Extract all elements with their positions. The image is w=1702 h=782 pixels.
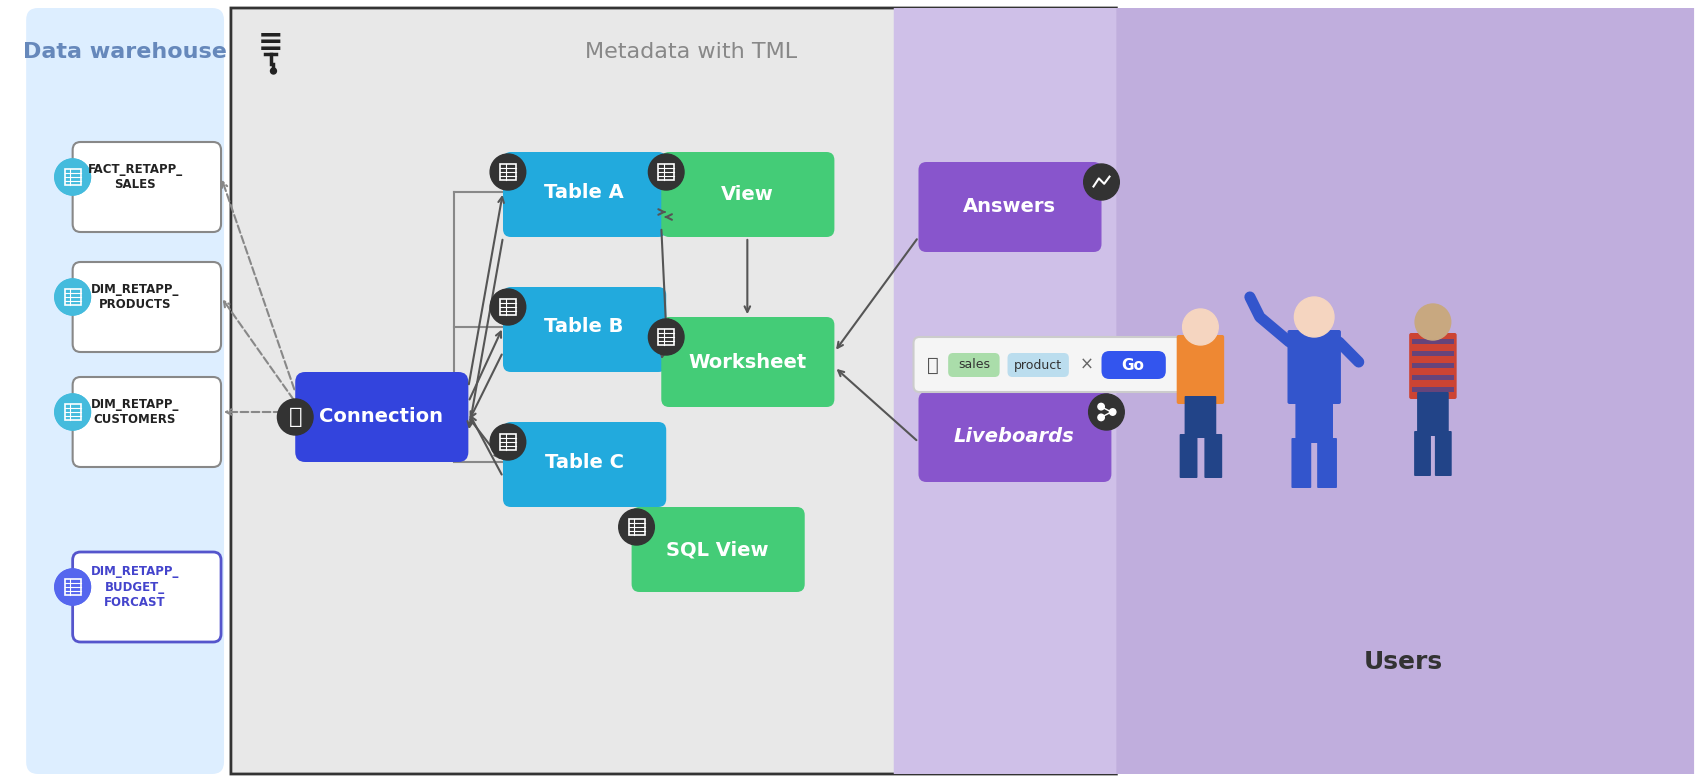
FancyBboxPatch shape [73, 377, 221, 467]
FancyBboxPatch shape [1418, 392, 1448, 436]
FancyBboxPatch shape [1413, 375, 1454, 380]
Circle shape [54, 279, 90, 315]
FancyBboxPatch shape [1292, 438, 1311, 488]
FancyBboxPatch shape [1117, 8, 1693, 774]
FancyBboxPatch shape [1205, 434, 1222, 478]
FancyBboxPatch shape [73, 552, 221, 642]
Text: Table A: Table A [545, 182, 625, 202]
Text: DIM_RETAPP_
CUSTOMERS: DIM_RETAPP_ CUSTOMERS [90, 398, 179, 426]
Text: Go: Go [1122, 357, 1145, 372]
Bar [65, 404, 80, 420]
Text: Answers: Answers [963, 198, 1055, 217]
Text: ×: × [1079, 356, 1094, 374]
FancyBboxPatch shape [1409, 333, 1457, 399]
FancyBboxPatch shape [631, 507, 805, 592]
Text: product: product [1014, 358, 1062, 371]
Circle shape [54, 279, 90, 315]
Circle shape [648, 319, 684, 355]
Text: ≡: ≡ [257, 27, 283, 56]
FancyBboxPatch shape [1295, 396, 1333, 443]
FancyBboxPatch shape [1414, 431, 1431, 476]
Circle shape [54, 159, 90, 195]
FancyBboxPatch shape [294, 372, 468, 462]
FancyBboxPatch shape [504, 422, 665, 507]
FancyBboxPatch shape [26, 8, 225, 774]
Circle shape [277, 399, 313, 435]
Circle shape [1084, 164, 1120, 200]
Circle shape [490, 154, 526, 190]
FancyBboxPatch shape [73, 142, 221, 232]
Circle shape [271, 68, 276, 74]
Text: SQL View: SQL View [667, 540, 769, 559]
Text: Worksheet: Worksheet [688, 353, 807, 371]
Bar [659, 329, 674, 345]
Text: Table C: Table C [545, 453, 623, 472]
FancyBboxPatch shape [1185, 396, 1217, 438]
Text: ⌕: ⌕ [928, 356, 940, 375]
FancyBboxPatch shape [1413, 363, 1454, 368]
FancyBboxPatch shape [1008, 353, 1069, 377]
FancyBboxPatch shape [231, 8, 1117, 774]
FancyBboxPatch shape [662, 152, 834, 237]
Circle shape [54, 569, 90, 605]
Circle shape [490, 289, 526, 325]
Circle shape [54, 159, 90, 195]
Text: Table B: Table B [545, 317, 625, 336]
FancyBboxPatch shape [1287, 330, 1341, 404]
Text: Users: Users [1363, 650, 1443, 674]
Text: sales: sales [958, 358, 991, 371]
FancyBboxPatch shape [948, 353, 999, 377]
FancyBboxPatch shape [662, 317, 834, 407]
FancyBboxPatch shape [914, 337, 1186, 392]
Circle shape [620, 509, 654, 545]
Bar [500, 434, 516, 450]
Bar [500, 300, 516, 314]
Bar [65, 289, 80, 305]
Circle shape [648, 154, 684, 190]
Circle shape [1098, 414, 1105, 421]
Text: Metadata with TML: Metadata with TML [585, 42, 797, 62]
Bar [500, 164, 516, 180]
Text: ⛓: ⛓ [288, 407, 301, 427]
Bar [659, 164, 674, 180]
FancyBboxPatch shape [1413, 387, 1454, 392]
FancyBboxPatch shape [919, 162, 1101, 252]
Circle shape [1098, 404, 1105, 410]
FancyBboxPatch shape [73, 262, 221, 352]
Circle shape [490, 424, 526, 460]
FancyBboxPatch shape [1317, 438, 1338, 488]
Circle shape [54, 394, 90, 430]
FancyBboxPatch shape [504, 152, 665, 237]
FancyBboxPatch shape [1413, 351, 1454, 356]
Bar [65, 579, 80, 594]
FancyBboxPatch shape [894, 8, 1220, 774]
Bar [65, 170, 80, 185]
Text: Data warehouse: Data warehouse [24, 42, 226, 62]
Circle shape [1089, 394, 1125, 430]
Text: DIM_RETAPP_
BUDGET_
FORCAST: DIM_RETAPP_ BUDGET_ FORCAST [90, 565, 179, 608]
Circle shape [54, 569, 90, 605]
FancyBboxPatch shape [1179, 434, 1198, 478]
FancyBboxPatch shape [1101, 351, 1166, 379]
FancyBboxPatch shape [1176, 335, 1224, 404]
Text: View: View [722, 185, 774, 205]
Circle shape [1414, 304, 1450, 340]
FancyBboxPatch shape [1435, 431, 1452, 476]
Circle shape [1183, 309, 1219, 345]
FancyBboxPatch shape [504, 287, 665, 372]
Bar [628, 519, 645, 535]
Text: Liveboards: Liveboards [955, 428, 1076, 447]
FancyBboxPatch shape [919, 392, 1111, 482]
Circle shape [1110, 409, 1117, 415]
Text: FACT_RETAPP_
SALES: FACT_RETAPP_ SALES [87, 163, 182, 191]
FancyBboxPatch shape [1413, 339, 1454, 344]
Circle shape [54, 394, 90, 430]
Text: DIM_RETAPP_
PRODUCTS: DIM_RETAPP_ PRODUCTS [90, 283, 179, 311]
Text: Connection: Connection [320, 407, 443, 426]
Circle shape [1295, 297, 1334, 337]
